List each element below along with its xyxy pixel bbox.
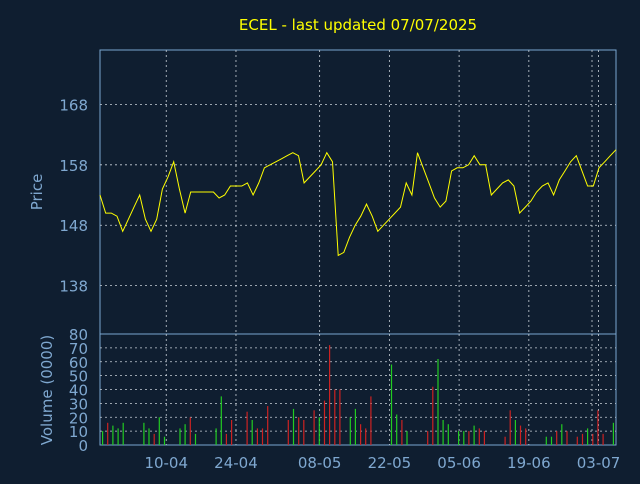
x-tick-label: 03-07 [577,454,621,472]
x-tick-label: 08-05 [298,454,342,472]
price-grid [100,50,616,334]
volume-y-tick-label: 80 [69,326,88,344]
x-tick-label: 10-04 [144,454,188,472]
volume-y-tick-label: 60 [69,354,88,372]
x-tick-label: 05-06 [437,454,481,472]
price-y-tick-label: 138 [59,278,88,296]
volume-y-tick-label: 40 [69,382,88,400]
volume-grid [100,334,616,445]
volume-y-tick-label: 10 [69,423,88,441]
volume-panel-frame [99,333,617,446]
x-tick-label: 19-06 [507,454,551,472]
volume-y-tick-label: 0 [78,437,88,455]
price-y-tick-label: 168 [59,96,88,114]
volume-y-axis-label: Volume (0000) [38,335,56,445]
price-panel-frame [99,49,617,335]
volume-y-tick-label: 70 [69,340,88,358]
chart-title: ECEL - last updated 07/07/2025 [239,16,477,34]
price-y-tick-label: 148 [59,217,88,235]
price-y-axis-label: Price [28,174,46,211]
x-axis-ticks: 10-04 24-04 08-05 22-05 05-06 19-06 03-07 [144,454,620,472]
x-tick-label: 22-05 [368,454,412,472]
volume-y-tick-label: 50 [69,368,88,386]
price-y-tick-label: 158 [59,157,88,175]
volume-y-tick-label: 20 [69,409,88,427]
x-tick-label: 24-04 [214,454,258,472]
volume-y-tick-label: 30 [69,395,88,413]
price-y-ticks: 138 148 158 168 [59,96,88,295]
price-panel: 138 148 158 168 Price [28,49,617,335]
price-series-line [99,149,617,257]
volume-bars [101,345,615,445]
